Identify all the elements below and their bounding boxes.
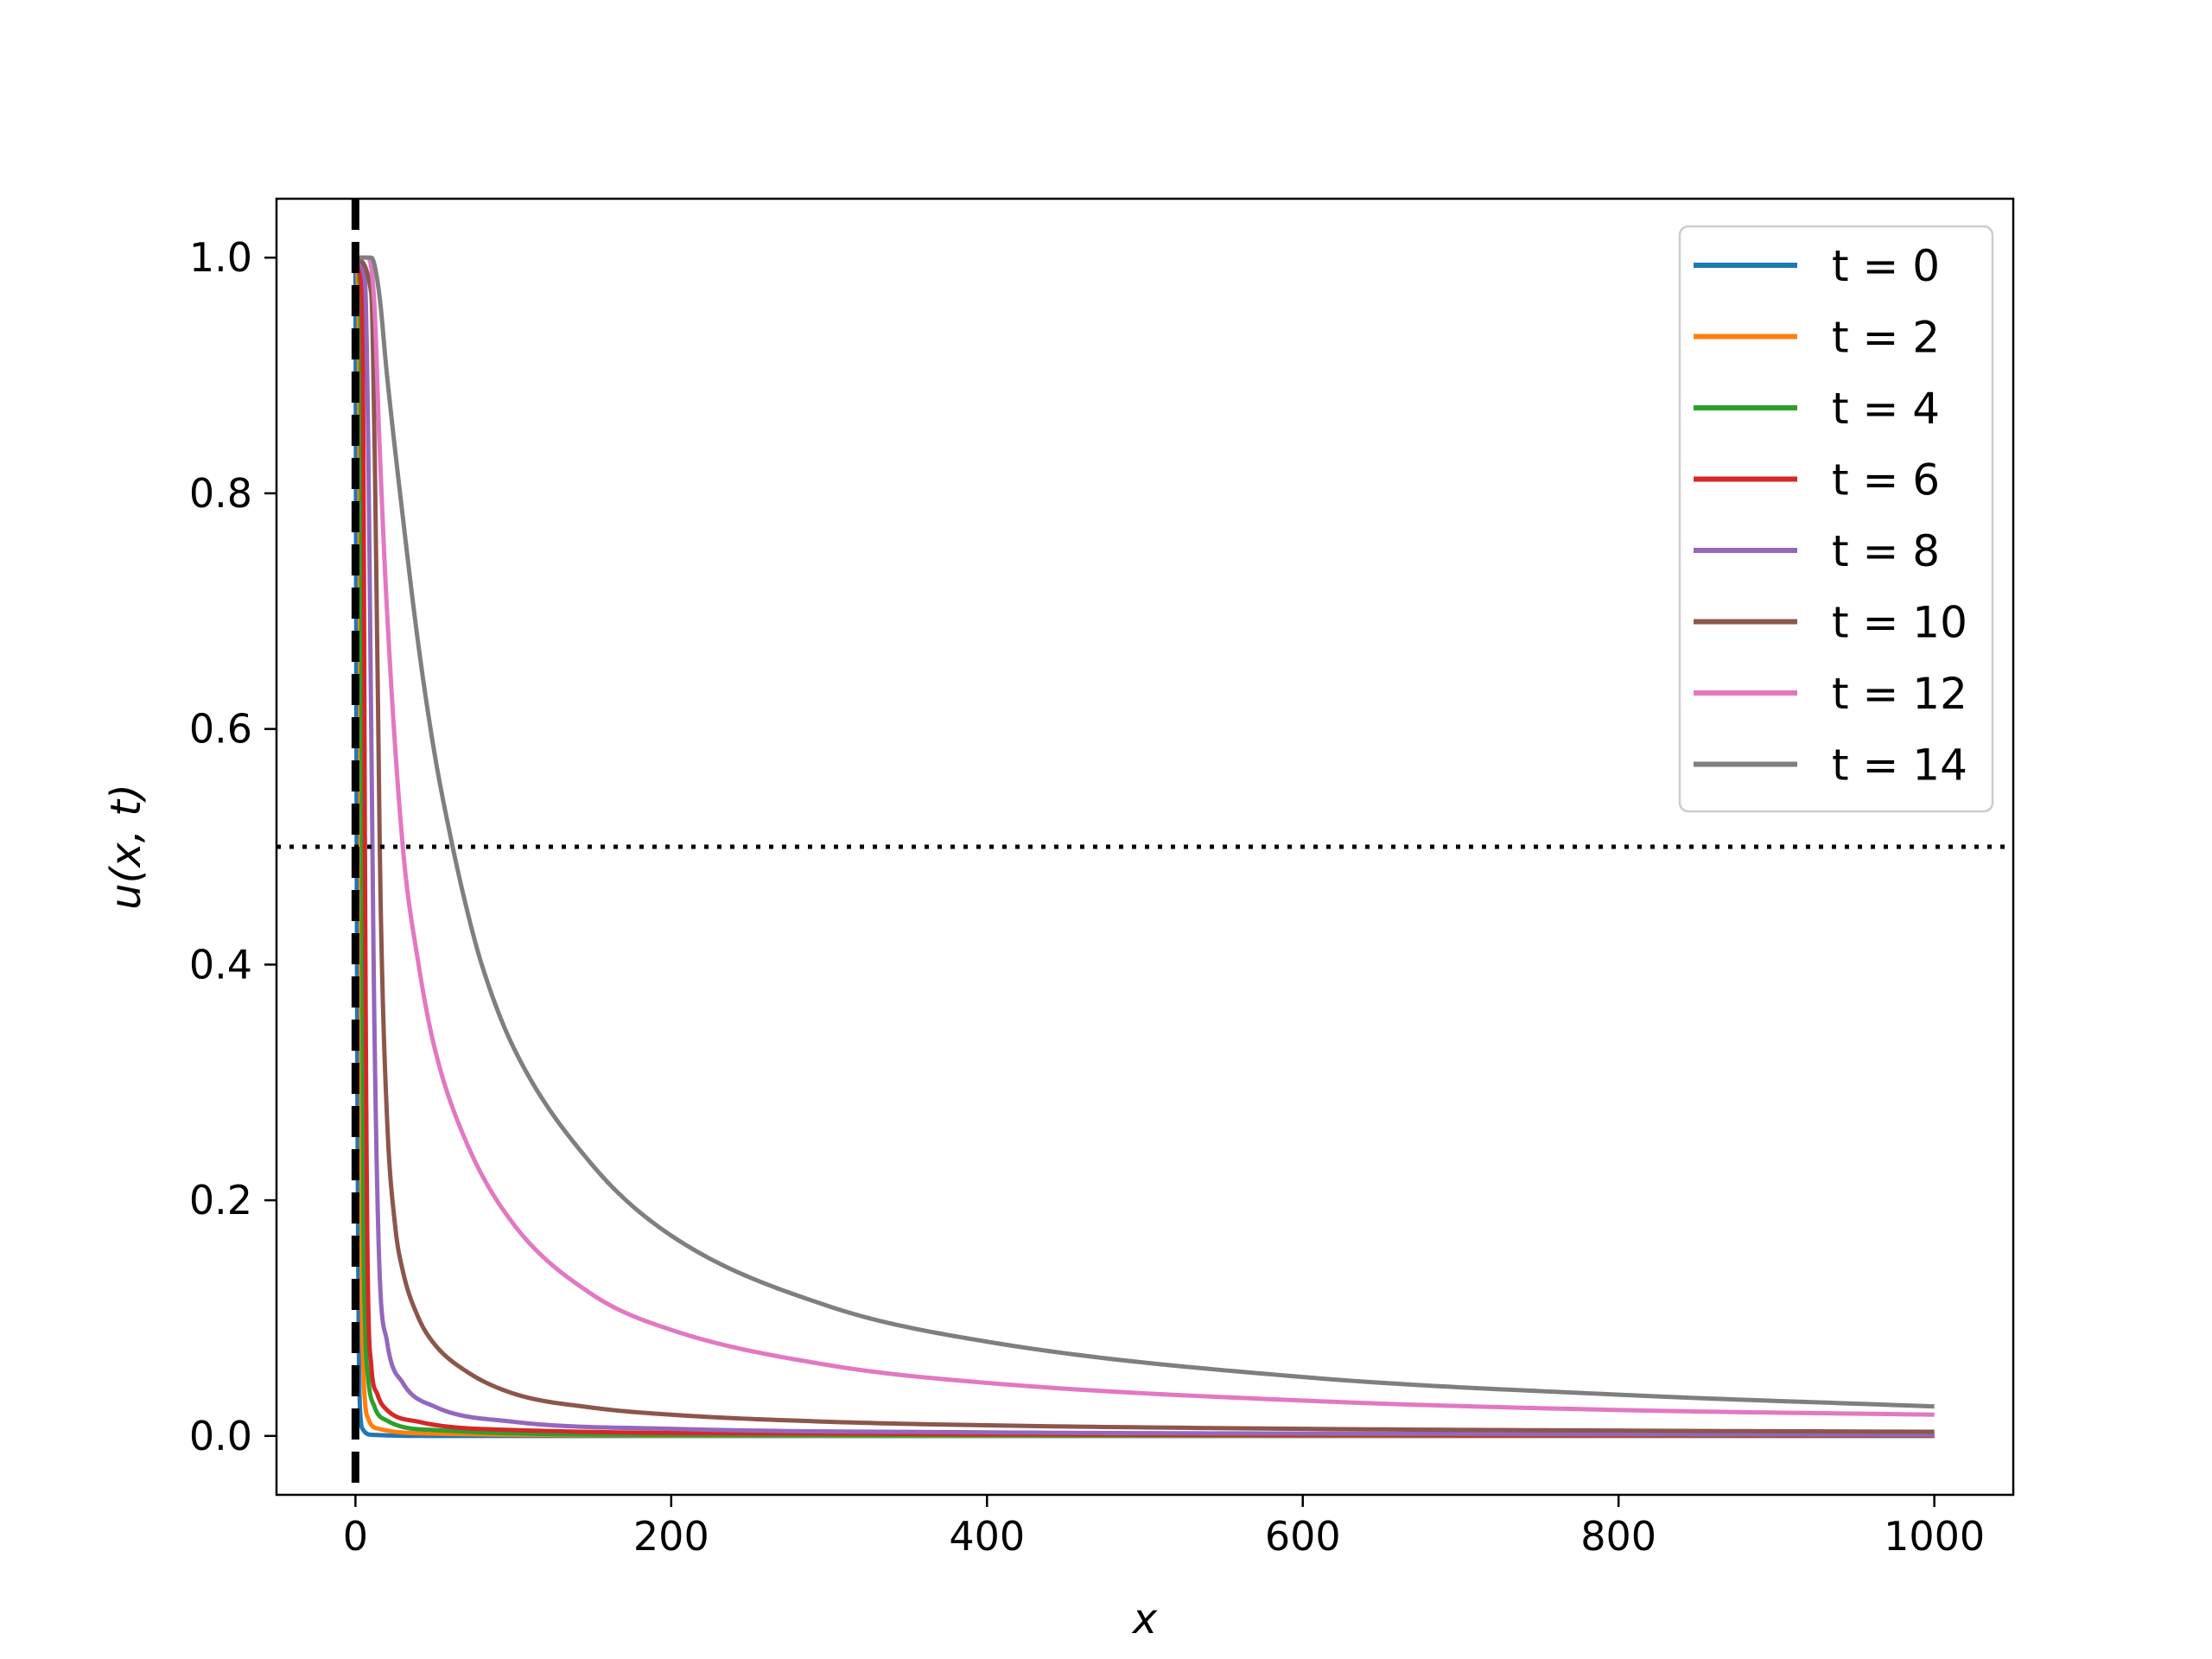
x-tick-label: 200 bbox=[633, 1513, 709, 1560]
x-tick-label: 600 bbox=[1265, 1513, 1341, 1560]
series-line-6 bbox=[353, 255, 1935, 1417]
y-tick-label: 0.4 bbox=[189, 941, 252, 988]
legend-label: t = 8 bbox=[1832, 526, 1940, 576]
legend-label: t = 10 bbox=[1832, 598, 1967, 648]
series-line-3 bbox=[353, 256, 1935, 1438]
plot-frame bbox=[275, 197, 2015, 1497]
legend-label: t = 6 bbox=[1832, 455, 1940, 505]
legend-label: t = 4 bbox=[1832, 384, 1940, 434]
x-tick-label: 1000 bbox=[1884, 1513, 1985, 1560]
y-tick-label: 0.6 bbox=[189, 706, 252, 753]
y-tick-label: 0.2 bbox=[189, 1177, 252, 1224]
x-tick-label: 800 bbox=[1580, 1513, 1656, 1560]
series-line-5 bbox=[353, 256, 1935, 1434]
legend: t = 0 t = 2 t = 4 t = 6 t = 8 t = 10 t = 12 t =… bbox=[1678, 225, 1994, 813]
legend-label: t = 0 bbox=[1832, 241, 1940, 291]
y-tick-label: 0.8 bbox=[189, 470, 252, 517]
y-tick-label: 0.0 bbox=[189, 1413, 252, 1459]
series-line-7 bbox=[353, 255, 1935, 1409]
x-tick-label: 400 bbox=[949, 1513, 1025, 1560]
series-line-4 bbox=[353, 255, 1935, 1437]
x-tick-label: 0 bbox=[343, 1513, 368, 1560]
y-axis-label: u(x, t) bbox=[102, 784, 150, 910]
x-axis-label: x bbox=[1131, 1595, 1158, 1643]
legend-label: t = 12 bbox=[1832, 669, 1967, 719]
reference-layer bbox=[276, 199, 2013, 1495]
legend-label: t = 14 bbox=[1832, 741, 1967, 791]
tick-layer: 0 200 400 600 800 1000 0.0 0.2 0.4 0.6 0.8 1.0 bbox=[189, 234, 1985, 1560]
legend-box bbox=[1678, 225, 1994, 813]
y-tick-label: 1.0 bbox=[189, 234, 252, 281]
legend-label: t = 2 bbox=[1832, 313, 1940, 363]
